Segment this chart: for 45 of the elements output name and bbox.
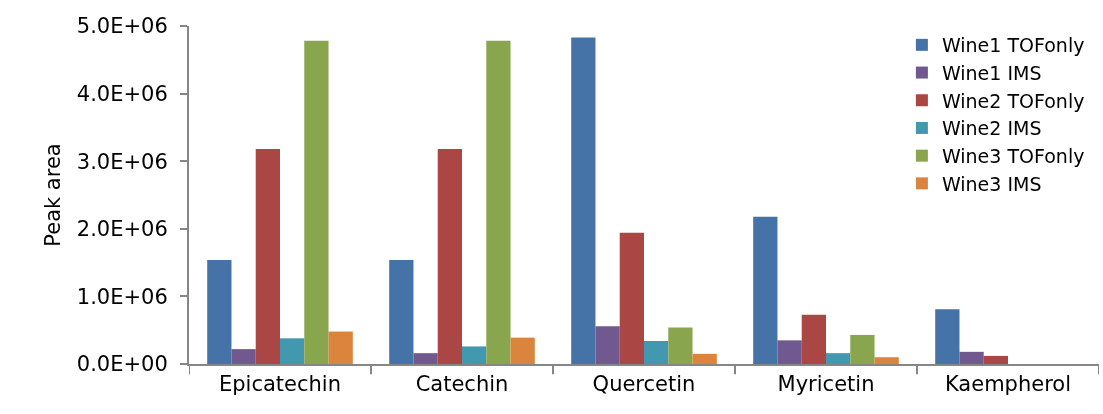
bar <box>777 340 802 364</box>
y-axis-title: Peak area <box>41 143 66 247</box>
x-tick-label: Epicatechin <box>218 372 342 397</box>
legend-label: Wine1 IMS <box>941 61 1042 84</box>
bar <box>595 326 620 364</box>
x-tick-label: Kaempherol <box>944 372 1072 397</box>
bar <box>510 337 535 364</box>
y-tick-label: 4.0E+06 <box>76 81 168 106</box>
bar <box>437 149 462 364</box>
bar <box>207 259 232 364</box>
bar <box>231 349 256 364</box>
bar <box>486 40 511 364</box>
bar <box>668 327 693 364</box>
legend-label: Wine3 TOFonly <box>941 145 1085 168</box>
bar <box>874 357 899 364</box>
bar <box>304 40 329 364</box>
bar <box>255 149 280 364</box>
bar <box>959 351 984 364</box>
legend-label: Wine2 TOFonly <box>941 89 1085 112</box>
y-tick-label: 3.0E+06 <box>76 149 168 174</box>
x-tick-label: Catechin <box>415 372 509 397</box>
bar <box>571 37 596 364</box>
bar <box>826 353 851 364</box>
x-tick-label: Quercetin <box>592 372 696 397</box>
bar <box>983 355 1008 364</box>
bar <box>935 309 960 364</box>
y-tick-label: 5.0E+06 <box>76 14 168 39</box>
bar <box>753 216 778 364</box>
y-tick-label: 0.0E+00 <box>76 352 168 377</box>
y-tick-label: 1.0E+06 <box>76 284 168 309</box>
bar <box>850 334 875 364</box>
bar <box>619 232 644 364</box>
x-tick-label: Myricetin <box>777 372 875 397</box>
bar <box>801 314 826 364</box>
bar <box>692 353 717 364</box>
legend-label: Wine2 IMS <box>941 117 1042 140</box>
y-tick-label: 2.0E+06 <box>76 217 168 242</box>
bar <box>462 346 487 364</box>
legend-label: Wine1 TOFonly <box>941 34 1085 57</box>
legend-label: Wine3 IMS <box>941 172 1042 195</box>
bar <box>328 331 353 364</box>
bar <box>389 259 414 364</box>
bar <box>644 341 669 364</box>
bar <box>413 353 438 364</box>
bar <box>280 338 305 364</box>
